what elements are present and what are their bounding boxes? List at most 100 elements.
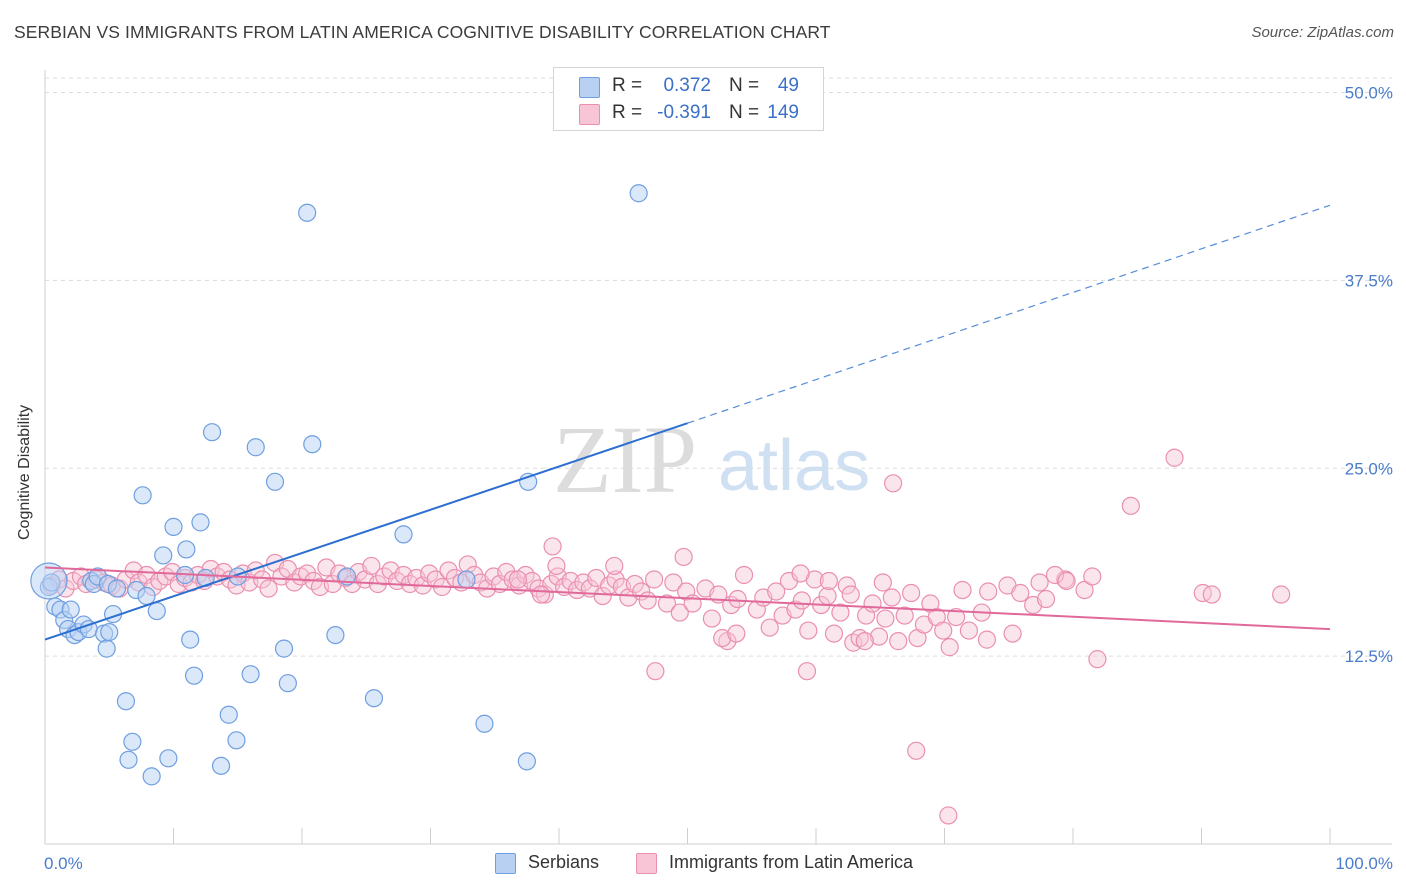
data-point-immigrants bbox=[362, 556, 381, 576]
x-tick-label: 0.0% bbox=[44, 854, 83, 873]
data-point-immigrants bbox=[531, 585, 551, 604]
data-point-serbians bbox=[177, 540, 196, 559]
data-point-immigrants bbox=[605, 556, 624, 576]
data-point-immigrants bbox=[895, 606, 914, 625]
data-point-serbians bbox=[100, 622, 119, 642]
data-point-immigrants bbox=[907, 741, 926, 760]
data-point-immigrants bbox=[869, 627, 889, 646]
data-point-immigrants bbox=[767, 582, 786, 601]
data-point-immigrants bbox=[674, 547, 693, 567]
data-point-immigrants bbox=[1030, 573, 1049, 592]
data-point-serbians bbox=[326, 625, 345, 645]
data-point-immigrants bbox=[522, 571, 542, 591]
data-point-serbians bbox=[164, 517, 183, 536]
data-point-immigrants bbox=[593, 586, 612, 606]
data-point-immigrants bbox=[547, 556, 566, 576]
data-point-immigrants bbox=[841, 585, 860, 604]
legend-r-label: R = bbox=[612, 75, 643, 96]
y-tick-label: 12.5% bbox=[1345, 647, 1393, 666]
series-serbians bbox=[30, 184, 648, 786]
data-point-immigrants bbox=[1272, 585, 1291, 604]
data-point-immigrants bbox=[953, 580, 972, 600]
data-point-immigrants bbox=[1011, 583, 1030, 603]
legend-r-label: R = bbox=[612, 102, 643, 123]
correlation-legend: R = 0.372 N = 49 R = -0.391 N = 149 bbox=[553, 67, 824, 131]
tick-labels: 12.5% 25.0% 37.5% 50.0% 0.0% 100.0% bbox=[44, 84, 1393, 873]
data-point-serbians bbox=[241, 665, 260, 684]
data-point-serbians bbox=[278, 674, 297, 693]
legend-label-immigrants: Immigrants from Latin America bbox=[669, 852, 914, 872]
data-point-immigrants bbox=[791, 564, 810, 583]
legend-n-label: N = bbox=[729, 75, 760, 96]
data-point-serbians bbox=[337, 567, 357, 586]
data-point-serbians bbox=[629, 184, 648, 203]
legend-swatch-serbians bbox=[495, 853, 516, 874]
data-point-immigrants bbox=[1083, 567, 1102, 586]
data-point-immigrants bbox=[1193, 583, 1212, 603]
data-point-serbians bbox=[191, 513, 210, 532]
data-point-immigrants bbox=[1075, 580, 1094, 600]
data-point-immigrants bbox=[713, 629, 732, 648]
data-point-immigrants bbox=[876, 609, 895, 628]
data-point-immigrants bbox=[439, 561, 458, 580]
data-point-immigrants bbox=[824, 624, 844, 643]
legend-n-label: N = bbox=[729, 102, 760, 123]
legend-label-serbians: Serbians bbox=[528, 852, 600, 872]
legend-r-value: 0.372 bbox=[663, 75, 711, 96]
data-point-immigrants bbox=[939, 806, 958, 825]
legend-swatch-immigrants bbox=[636, 853, 657, 874]
data-point-serbians bbox=[107, 579, 127, 598]
data-point-immigrants bbox=[508, 570, 527, 589]
data-point-serbians bbox=[211, 756, 231, 775]
watermark-zip: ZIP bbox=[553, 406, 697, 513]
data-point-immigrants bbox=[1165, 448, 1184, 467]
data-point-serbians bbox=[181, 630, 200, 649]
data-point-immigrants bbox=[1045, 565, 1065, 585]
data-point-serbians bbox=[123, 732, 142, 751]
data-point-immigrants bbox=[863, 594, 882, 613]
data-point-immigrants bbox=[606, 570, 625, 589]
data-point-serbians bbox=[159, 749, 178, 768]
data-point-serbians bbox=[202, 423, 222, 442]
data-point-immigrants bbox=[625, 574, 644, 594]
data-point-immigrants bbox=[959, 621, 979, 640]
data-point-serbians bbox=[184, 666, 204, 685]
data-point-immigrants bbox=[786, 600, 805, 619]
legend-swatch-immigrants bbox=[579, 104, 600, 125]
data-point-immigrants bbox=[882, 588, 901, 607]
data-point-immigrants bbox=[889, 632, 908, 651]
data-point-serbians bbox=[265, 472, 285, 491]
legend-r-value: -0.391 bbox=[657, 102, 711, 123]
data-point-immigrants bbox=[1057, 571, 1076, 591]
data-point-serbians bbox=[61, 600, 80, 619]
legend-row-immigrants: R = -0.391 N = 149 bbox=[554, 101, 823, 127]
data-point-immigrants bbox=[727, 624, 746, 643]
trend-lines bbox=[44, 204, 1331, 641]
legend-n-value: 49 bbox=[777, 75, 799, 96]
data-point-serbians bbox=[137, 586, 156, 606]
data-point-immigrants bbox=[850, 629, 869, 648]
data-point-serbians bbox=[219, 705, 238, 724]
data-point-immigrants bbox=[940, 638, 959, 657]
data-point-serbians bbox=[227, 731, 246, 750]
data-point-serbians bbox=[154, 546, 173, 565]
data-point-serbians bbox=[517, 752, 536, 771]
data-point-immigrants bbox=[946, 607, 966, 627]
data-point-immigrants bbox=[831, 603, 850, 622]
data-point-immigrants bbox=[1088, 650, 1107, 669]
data-point-immigrants bbox=[837, 576, 856, 595]
data-point-immigrants bbox=[646, 662, 665, 681]
data-point-immigrants bbox=[934, 621, 953, 640]
legend-swatch-serbians bbox=[579, 77, 600, 98]
data-point-immigrants bbox=[818, 586, 837, 606]
data-point-immigrants bbox=[253, 570, 272, 589]
data-point-immigrants bbox=[728, 589, 747, 609]
data-point-immigrants bbox=[873, 573, 892, 592]
data-point-serbians bbox=[133, 486, 152, 505]
data-point-serbians bbox=[246, 438, 265, 457]
data-point-immigrants bbox=[855, 632, 874, 651]
legend-n-value: 149 bbox=[767, 102, 799, 123]
data-point-immigrants bbox=[298, 564, 317, 583]
data-point-serbians bbox=[475, 714, 494, 733]
data-point-immigrants bbox=[734, 565, 754, 585]
